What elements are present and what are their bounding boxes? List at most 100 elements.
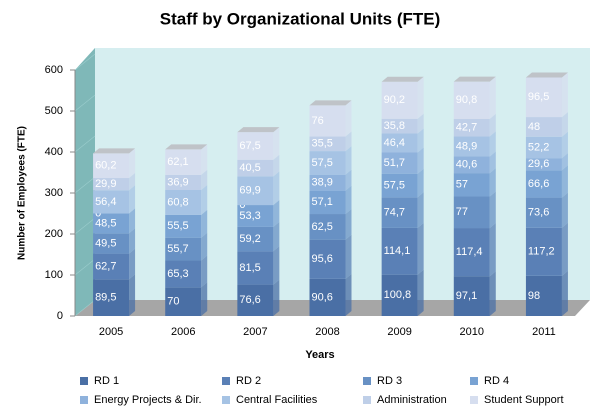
legend-swatch (80, 396, 88, 404)
bar-segment (381, 227, 418, 275)
bar-segment-side (345, 273, 352, 316)
bar-segment-side (201, 255, 208, 288)
bar-segment (381, 197, 418, 228)
x-tick-label: 2009 (387, 326, 411, 338)
bar-segment (309, 239, 346, 279)
bar-segment-side (129, 248, 136, 280)
legend-swatch (363, 396, 371, 404)
data-label: 38,9 (312, 177, 333, 189)
data-label: 96,5 (528, 91, 549, 103)
bar-segment (453, 276, 490, 316)
bar-segment-side (489, 168, 496, 197)
data-label: 29,6 (528, 158, 549, 170)
data-label: 46,4 (384, 137, 405, 149)
bar-segment-side (201, 185, 208, 215)
data-label: 40,5 (239, 162, 260, 174)
data-label: 97,1 (456, 290, 477, 302)
bar-segment-side (273, 246, 280, 285)
bar-segment-side (561, 270, 568, 316)
bar-segment (165, 190, 202, 215)
bar-segment (525, 158, 562, 171)
bar-segment (165, 174, 202, 191)
bar-segment (453, 136, 490, 157)
data-label: 74,7 (384, 206, 405, 218)
legend-label: RD 2 (236, 375, 261, 387)
data-label: 62,5 (312, 221, 333, 233)
data-label: 98 (528, 290, 540, 302)
legend-swatch (222, 377, 230, 385)
bar-segment-side (417, 128, 424, 153)
bar-segment (165, 149, 202, 175)
data-label: 55,7 (167, 243, 188, 255)
legend-label: RD 1 (94, 375, 119, 387)
bar-segment-side (489, 131, 496, 157)
y-axis-label: Number of Employees (FTE) (17, 126, 28, 260)
legend-label: RD 3 (377, 375, 402, 387)
bar-segment (93, 153, 130, 179)
bar-segment (309, 136, 346, 152)
legend-swatch (470, 377, 478, 385)
x-tick-label: 2010 (460, 326, 484, 338)
bar-top (237, 127, 280, 133)
bar-segment (525, 170, 562, 198)
bar-segment-side (273, 221, 280, 252)
data-label: 48,9 (456, 140, 477, 152)
grid-line (74, 94, 96, 112)
bar-segment-side (561, 153, 568, 171)
bar-segment (309, 105, 346, 137)
bar-segment-side (345, 169, 352, 191)
data-label: 57,1 (312, 196, 333, 208)
bar-top (525, 72, 568, 78)
y-tick-label: 200 (45, 228, 63, 240)
bar-segment-side (417, 222, 424, 275)
data-label: 90,6 (312, 291, 333, 303)
data-label: 66,6 (528, 178, 549, 190)
x-axis-label: Years (305, 349, 334, 361)
bar-segment (309, 214, 346, 240)
bar-top (309, 100, 352, 106)
data-label: 35,8 (384, 120, 405, 132)
bar-segment (93, 233, 130, 254)
data-label: 56,4 (95, 196, 116, 208)
bar-segment-side (417, 147, 424, 174)
y-tick-label: 300 (45, 187, 63, 199)
data-label: 53,3 (239, 210, 260, 222)
side-wall (75, 48, 95, 316)
data-label: 73,6 (528, 207, 549, 219)
bar-segment-side (129, 148, 136, 179)
data-label: 60,2 (95, 160, 116, 172)
legend-swatch (80, 377, 88, 385)
data-label: 90,2 (384, 94, 405, 106)
bar-segment (237, 159, 274, 177)
data-label: 60,8 (167, 196, 188, 208)
grid-line (74, 217, 96, 235)
data-label: 67,5 (239, 140, 260, 152)
data-label: 29,9 (95, 178, 116, 190)
bar-segment-side (201, 282, 208, 316)
bar-segment-side (417, 192, 424, 228)
data-label: 69,9 (239, 185, 260, 197)
data-label: 114,1 (384, 245, 411, 257)
data-label: 52,2 (528, 141, 549, 153)
data-label: 95,6 (312, 253, 333, 265)
data-label: 70 (167, 296, 179, 308)
bar-segment (381, 152, 418, 174)
bar-segment (381, 173, 418, 198)
data-label: 57,5 (384, 179, 405, 191)
data-label: 76,6 (239, 294, 260, 306)
bar-segment (309, 278, 346, 316)
bar-segment (93, 178, 130, 191)
data-label: 62,7 (95, 260, 116, 272)
bar-segment-side (129, 208, 136, 234)
bar-segment (165, 237, 202, 261)
bar-segment (309, 174, 346, 191)
bar-segment-side (561, 112, 568, 137)
bar-segment-side (561, 222, 568, 276)
bar-segment-side (129, 173, 136, 191)
bar-segment (237, 132, 274, 160)
bar-segment (237, 251, 274, 285)
bar-segment (93, 253, 130, 280)
bar-segment (165, 287, 202, 316)
bar-segment-side (489, 191, 496, 229)
